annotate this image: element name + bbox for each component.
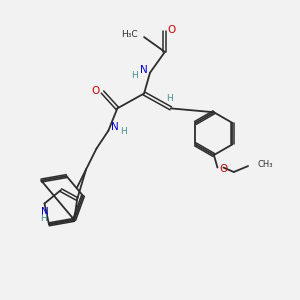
Text: H: H: [131, 70, 138, 80]
Text: CH₃: CH₃: [258, 160, 273, 169]
Text: N: N: [111, 122, 119, 132]
Text: N: N: [140, 65, 147, 75]
Text: O: O: [92, 85, 100, 96]
Text: O: O: [167, 25, 175, 34]
Text: H: H: [121, 127, 127, 136]
Text: H: H: [40, 214, 47, 224]
Text: O: O: [219, 164, 227, 174]
Text: N: N: [40, 207, 48, 217]
Text: H₃C: H₃C: [122, 30, 138, 39]
Text: H: H: [166, 94, 173, 103]
